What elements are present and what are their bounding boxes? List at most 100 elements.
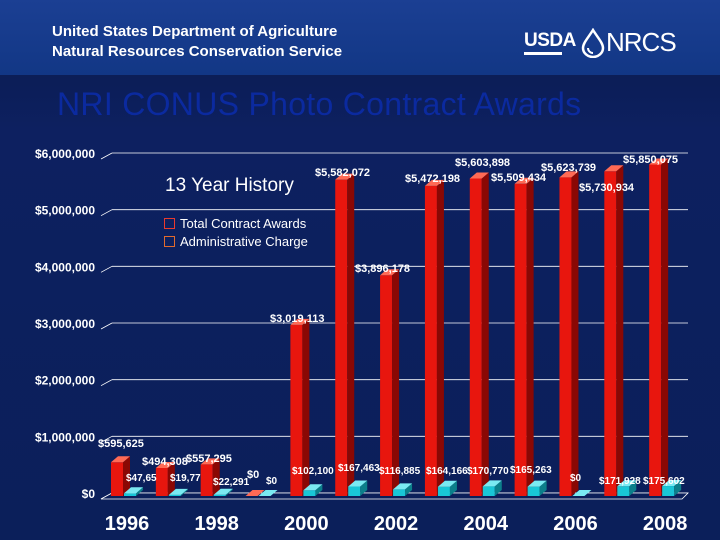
- gridline-diagonal: [100, 322, 113, 330]
- total-bar-top: [380, 269, 400, 276]
- total-bar-side: [167, 461, 175, 496]
- total-bar-face: [200, 464, 213, 496]
- gridline-diagonal: [100, 379, 113, 387]
- gridline-diagonal: [100, 209, 113, 217]
- total-bar-top: [514, 177, 534, 184]
- total-bar-side: [302, 318, 310, 496]
- admin-bar-top: [168, 488, 188, 495]
- y-tick-label: $5,000,000: [35, 204, 95, 218]
- admin-bar-face: [348, 486, 361, 496]
- admin-value-label: $175,602: [643, 476, 685, 487]
- admin-bar-top: [258, 490, 278, 496]
- total-bar-side: [616, 165, 624, 496]
- admin-bar-face: [393, 489, 406, 496]
- total-bar-face: [111, 462, 123, 496]
- admin-value-label: $171,928: [599, 476, 641, 487]
- total-bar-side: [392, 269, 400, 496]
- x-tick-label: 1996: [105, 513, 150, 535]
- admin-value-label: $47,65: [126, 473, 157, 484]
- total-bar-face: [155, 467, 168, 496]
- total-bar-top: [559, 171, 579, 178]
- total-value-label: $494,308: [142, 456, 188, 468]
- total-bar-top: [335, 173, 355, 180]
- admin-bar-top: [572, 490, 592, 496]
- total-value-label: $557,295: [186, 453, 232, 465]
- admin-bar-side: [494, 480, 502, 496]
- total-value-label: $5,850,075: [623, 154, 678, 166]
- legend-item-total: Total Contract Awards: [164, 216, 306, 231]
- total-bar-top: [604, 165, 624, 172]
- total-value-label: $5,730,934: [579, 182, 635, 194]
- total-value-label: $5,623,739: [541, 162, 596, 174]
- total-bar-top: [424, 179, 444, 186]
- admin-value-label: $22,291: [213, 477, 250, 488]
- total-value-label: $5,603,898: [455, 157, 510, 169]
- total-bar-face: [380, 275, 393, 496]
- y-tick-label: $6,000,000: [35, 147, 95, 161]
- x-tick-label: 2008: [643, 513, 688, 535]
- admin-bar-side: [360, 480, 368, 496]
- admin-bar-side: [225, 488, 233, 496]
- admin-bar-side: [180, 488, 188, 496]
- total-bar-side: [526, 177, 534, 496]
- y-tick-label: $2,000,000: [35, 374, 95, 388]
- total-bar-face: [559, 177, 572, 496]
- total-bar-top: [245, 490, 265, 496]
- x-tick-label: 1998: [194, 513, 239, 535]
- total-bar-side: [661, 158, 669, 497]
- total-bar-face: [290, 324, 303, 496]
- admin-bar-top: [213, 488, 233, 495]
- y-tick-label: $3,000,000: [35, 317, 95, 331]
- admin-value-label: $19,77: [170, 473, 201, 484]
- y-tick-label: $1,000,000: [35, 430, 95, 444]
- chart-annotation: 13 Year History: [165, 175, 294, 196]
- water-drop-icon: [581, 28, 605, 58]
- admin-value-label: $165,263: [510, 465, 552, 476]
- agency-name-line1: United States Department of Agriculture: [52, 23, 338, 40]
- total-value-label: $5,472,198: [405, 173, 460, 185]
- gridline-diagonal: [100, 152, 113, 160]
- total-bar-face: [335, 179, 348, 496]
- admin-value-label: $116,885: [379, 466, 421, 477]
- total-bar-side: [123, 456, 130, 496]
- nrcs-logo: NRCS: [606, 27, 677, 57]
- total-bar-face: [514, 183, 527, 496]
- admin-bar-top: [348, 480, 368, 487]
- admin-bar-side: [629, 480, 637, 496]
- y-tick-label: $4,000,000: [35, 260, 95, 274]
- total-bar-top: [649, 158, 669, 165]
- legend-swatch-admin: [164, 236, 175, 247]
- admin-bar-top: [437, 480, 457, 487]
- admin-bar-side: [136, 487, 143, 496]
- admin-bar-face: [527, 486, 540, 496]
- total-value-label: $3,896,178: [355, 263, 410, 275]
- admin-bar-side: [674, 480, 682, 496]
- admin-value-label: $0: [266, 476, 278, 487]
- total-bar-top: [290, 318, 310, 325]
- admin-bar-face: [482, 486, 495, 496]
- x-tick-label: 2004: [464, 513, 509, 535]
- admin-bar-face: [124, 493, 136, 496]
- total-bar-top: [155, 461, 175, 468]
- total-value-label: $595,625: [98, 438, 144, 450]
- admin-value-label: $170,770: [467, 466, 509, 477]
- total-bar-face: [424, 185, 437, 496]
- admin-bar-top: [124, 487, 143, 494]
- admin-bar-face: [168, 494, 181, 496]
- admin-bar-face: [662, 486, 675, 496]
- legend-swatch-total: [164, 218, 175, 229]
- slide-title: NRI CONUS Photo Contract Awards: [57, 86, 582, 122]
- admin-bar-top: [303, 484, 323, 491]
- y-tick-label: $0: [82, 487, 96, 501]
- total-bar-side: [347, 173, 355, 496]
- legend-label-total: Total Contract Awards: [180, 216, 307, 231]
- admin-bar-top: [617, 480, 637, 487]
- total-value-label: $5,509,434: [491, 172, 547, 184]
- admin-bar-top: [393, 483, 413, 490]
- gridline-diagonal: [100, 265, 113, 273]
- total-bar-face: [604, 171, 617, 496]
- admin-bar-face: [303, 490, 316, 496]
- awards-bar-chart: $0 $1,000,000 $2,000,000 $3,000,000 $4,000,0…: [35, 147, 689, 535]
- admin-value-label: $167,463: [338, 463, 380, 474]
- total-bar-face: [649, 164, 662, 497]
